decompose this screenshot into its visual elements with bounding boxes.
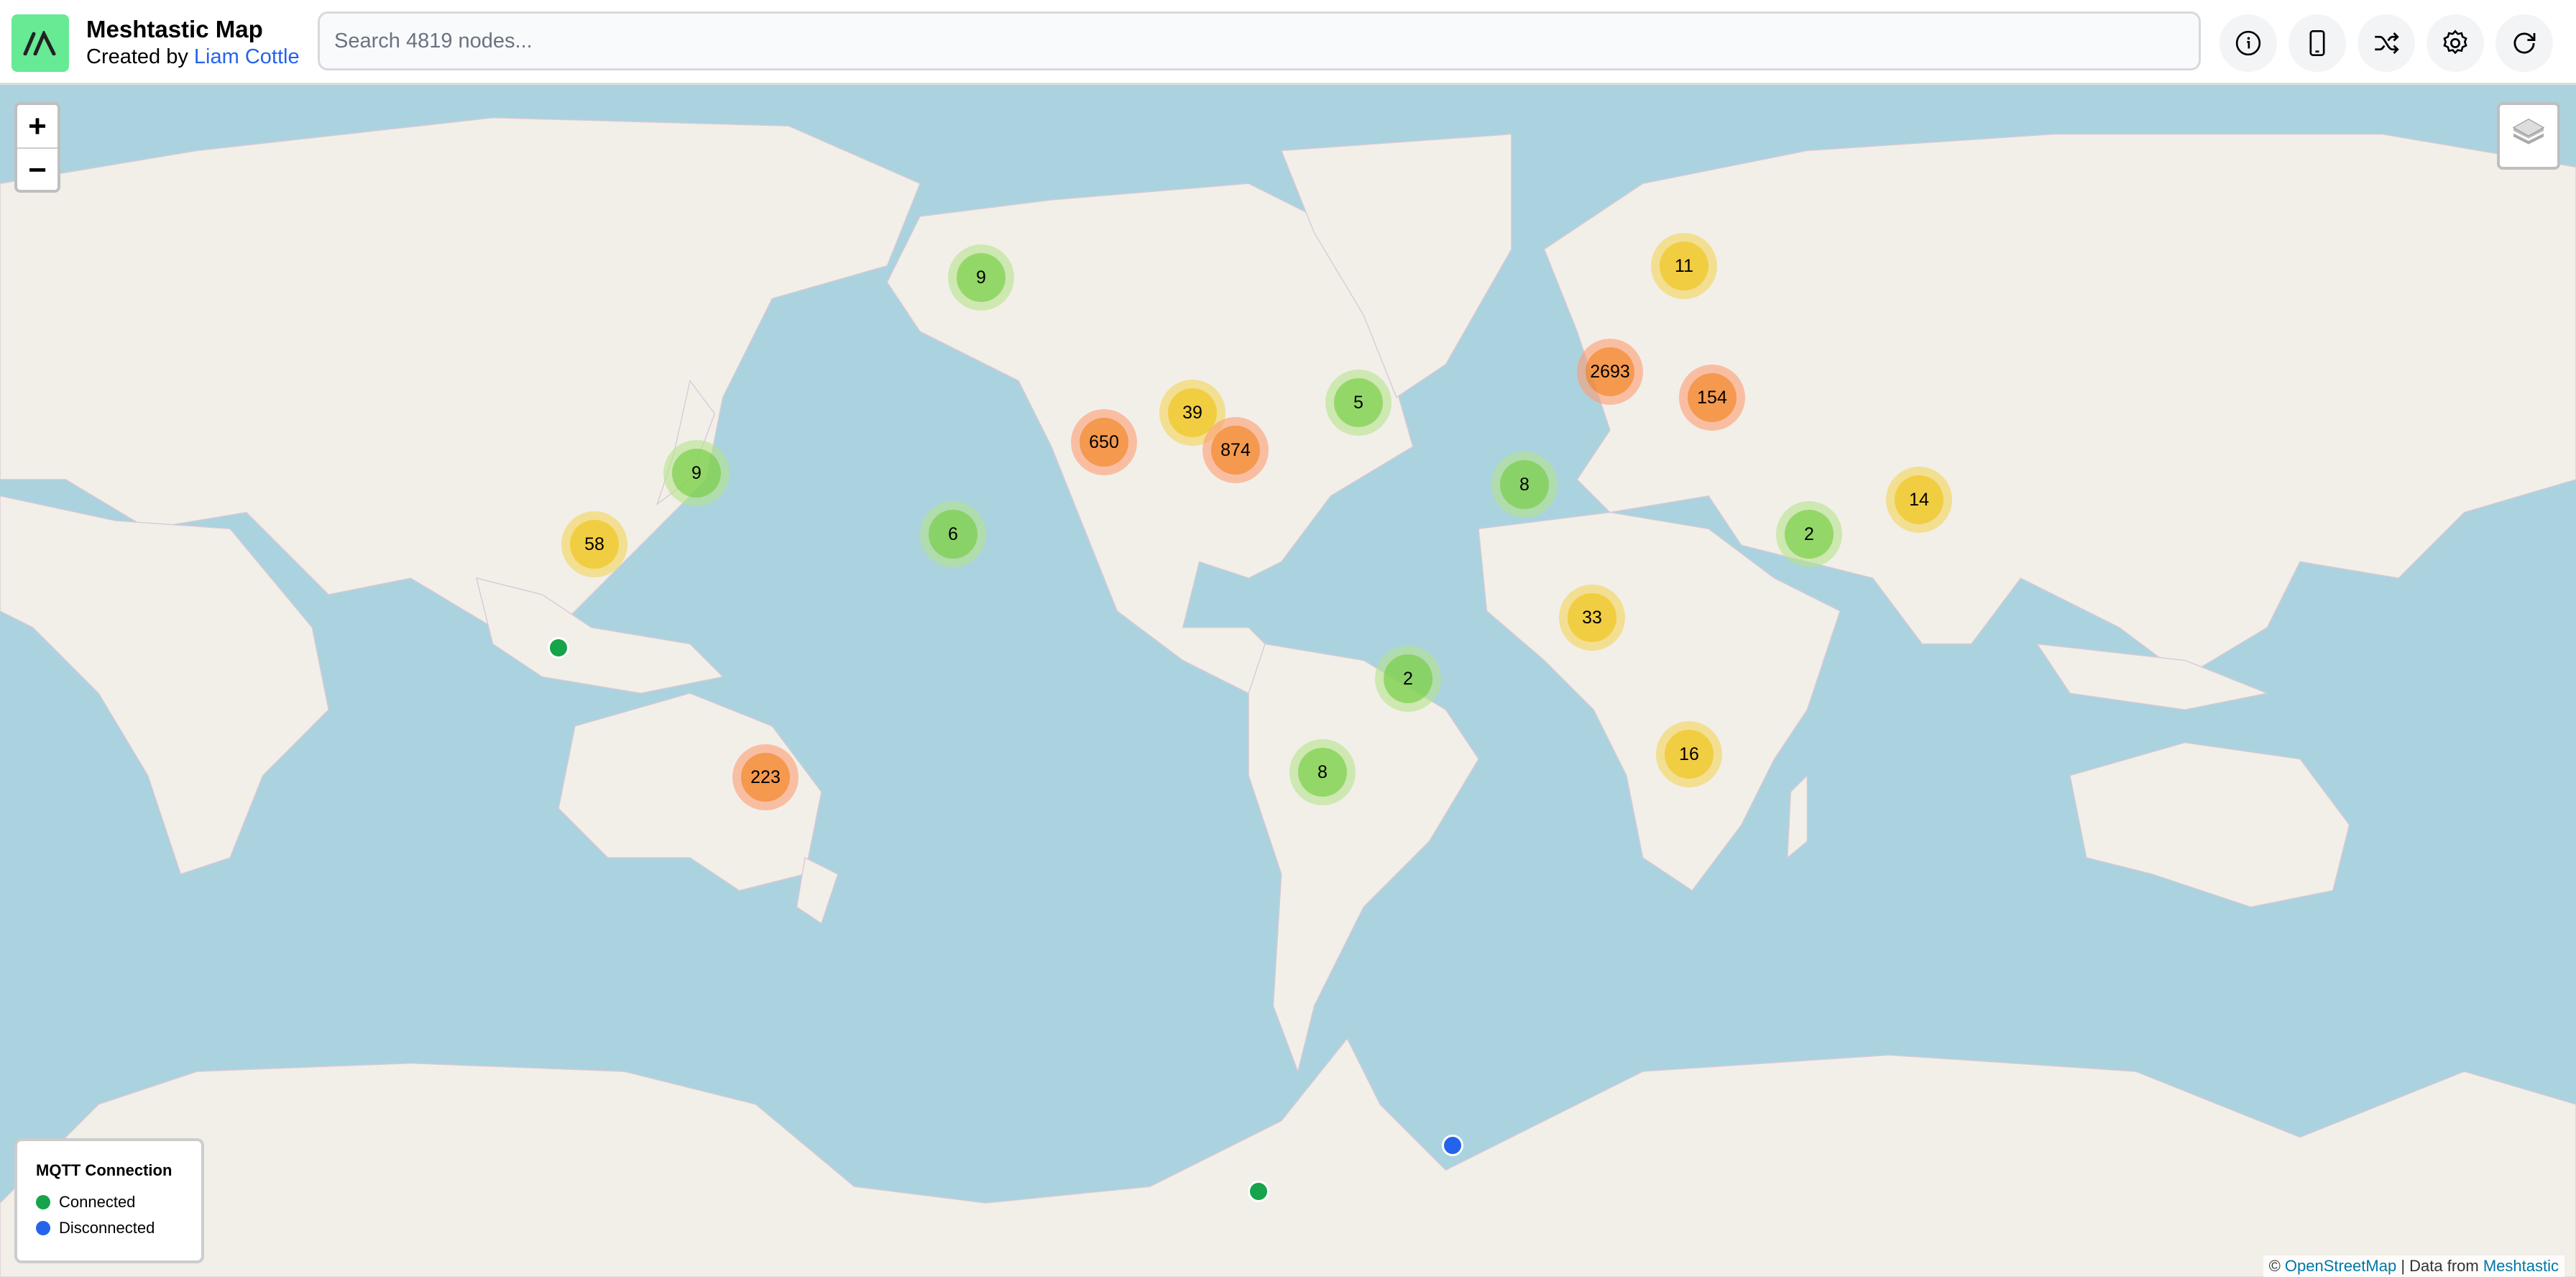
map-attribution: © OpenStreetMap | Data from Meshtastic — [2263, 1255, 2564, 1277]
cluster-count: 2 — [1785, 510, 1834, 559]
app-subtitle: Created by Liam Cottle — [86, 45, 300, 69]
marker-cluster[interactable]: 58 — [561, 511, 627, 577]
legend-title: MQTT Connection — [36, 1161, 172, 1179]
marker-cluster[interactable]: 14 — [1886, 467, 1952, 533]
osm-link[interactable]: OpenStreetMap — [2284, 1257, 2397, 1275]
info-button[interactable] — [2220, 14, 2277, 72]
marker-cluster[interactable]: 2 — [1776, 501, 1842, 567]
search-input[interactable] — [318, 12, 2201, 70]
copyright: © — [2268, 1257, 2285, 1275]
cluster-count: 8 — [1500, 460, 1549, 509]
zoom-in-button[interactable]: + — [17, 105, 58, 149]
device-button[interactable] — [2288, 14, 2346, 72]
cluster-count: 9 — [957, 253, 1006, 302]
marker-cluster[interactable]: 874 — [1202, 417, 1269, 483]
legend-label: Connected — [59, 1193, 136, 1211]
marker-cluster[interactable]: 650 — [1071, 409, 1137, 475]
world-map[interactable]: + − 9 11 2693 154 5 39 650 874 9 8 14 58 6 2 33 2 223 8 16… — [0, 85, 2576, 1277]
refresh-icon — [2513, 32, 2536, 54]
logo-icon — [23, 31, 56, 55]
marker-cluster[interactable]: 16 — [1656, 721, 1722, 787]
phone-icon — [2309, 30, 2325, 56]
legend-item-disconnected: Disconnected — [36, 1219, 201, 1237]
cluster-count: 16 — [1665, 730, 1714, 779]
layers-button[interactable] — [2497, 102, 2560, 170]
meshtastic-link[interactable]: Meshtastic — [2483, 1257, 2559, 1275]
cluster-count: 154 — [1688, 373, 1736, 422]
gear-icon — [2443, 29, 2467, 55]
marker-cluster[interactable]: 9 — [948, 244, 1014, 311]
node-marker-connected[interactable] — [548, 637, 569, 659]
cluster-count: 11 — [1660, 242, 1708, 290]
marker-cluster[interactable]: 33 — [1559, 585, 1625, 651]
connected-swatch — [36, 1195, 50, 1209]
cluster-count: 2693 — [1586, 347, 1634, 396]
mqtt-legend: MQTT Connection Connected Disconnected — [14, 1138, 204, 1263]
settings-button[interactable] — [2426, 14, 2484, 72]
app-header: Meshtastic Map Created by Liam Cottle — [0, 0, 2576, 85]
marker-cluster[interactable]: 223 — [732, 744, 799, 810]
marker-cluster[interactable]: 9 — [663, 440, 730, 506]
cluster-count: 39 — [1168, 388, 1217, 437]
cluster-count: 9 — [672, 449, 721, 498]
attribution-separator: | Data from — [2396, 1257, 2483, 1275]
info-icon — [2235, 30, 2261, 56]
cluster-count: 58 — [570, 520, 619, 569]
marker-cluster[interactable]: 6 — [920, 501, 986, 567]
subtitle-prefix: Created by — [86, 45, 194, 68]
meshtastic-logo — [12, 14, 69, 72]
shuffle-icon — [2375, 32, 2399, 54]
refresh-button[interactable] — [2496, 14, 2553, 72]
marker-cluster[interactable]: 2693 — [1577, 339, 1643, 405]
disconnected-swatch — [36, 1221, 50, 1235]
author-link[interactable]: Liam Cottle — [193, 45, 300, 68]
marker-cluster[interactable]: 8 — [1491, 452, 1558, 518]
cluster-count: 8 — [1298, 748, 1347, 797]
marker-cluster[interactable]: 5 — [1325, 370, 1392, 436]
layers-icon — [2512, 118, 2545, 145]
cluster-count: 33 — [1568, 593, 1616, 642]
cluster-count: 2 — [1384, 654, 1432, 703]
legend-item-connected: Connected — [36, 1193, 201, 1212]
cluster-count: 6 — [929, 510, 978, 559]
marker-cluster[interactable]: 2 — [1375, 646, 1441, 712]
zoom-out-button[interactable]: − — [28, 152, 47, 188]
marker-cluster[interactable]: 154 — [1679, 365, 1745, 431]
cluster-count: 14 — [1895, 475, 1944, 524]
shuffle-button[interactable] — [2358, 14, 2415, 72]
cluster-count: 874 — [1211, 426, 1260, 475]
node-marker-disconnected[interactable] — [1442, 1135, 1463, 1156]
node-marker-connected[interactable] — [1248, 1181, 1269, 1202]
app-title: Meshtastic Map — [86, 16, 263, 42]
cluster-count: 650 — [1080, 418, 1128, 467]
zoom-control: + − — [14, 102, 60, 193]
marker-cluster[interactable]: 8 — [1289, 739, 1356, 805]
map-land — [0, 117, 2576, 1277]
legend-label: Disconnected — [59, 1219, 155, 1237]
cluster-count: 5 — [1334, 378, 1383, 427]
marker-cluster[interactable]: 11 — [1651, 233, 1717, 299]
cluster-count: 223 — [741, 753, 790, 802]
